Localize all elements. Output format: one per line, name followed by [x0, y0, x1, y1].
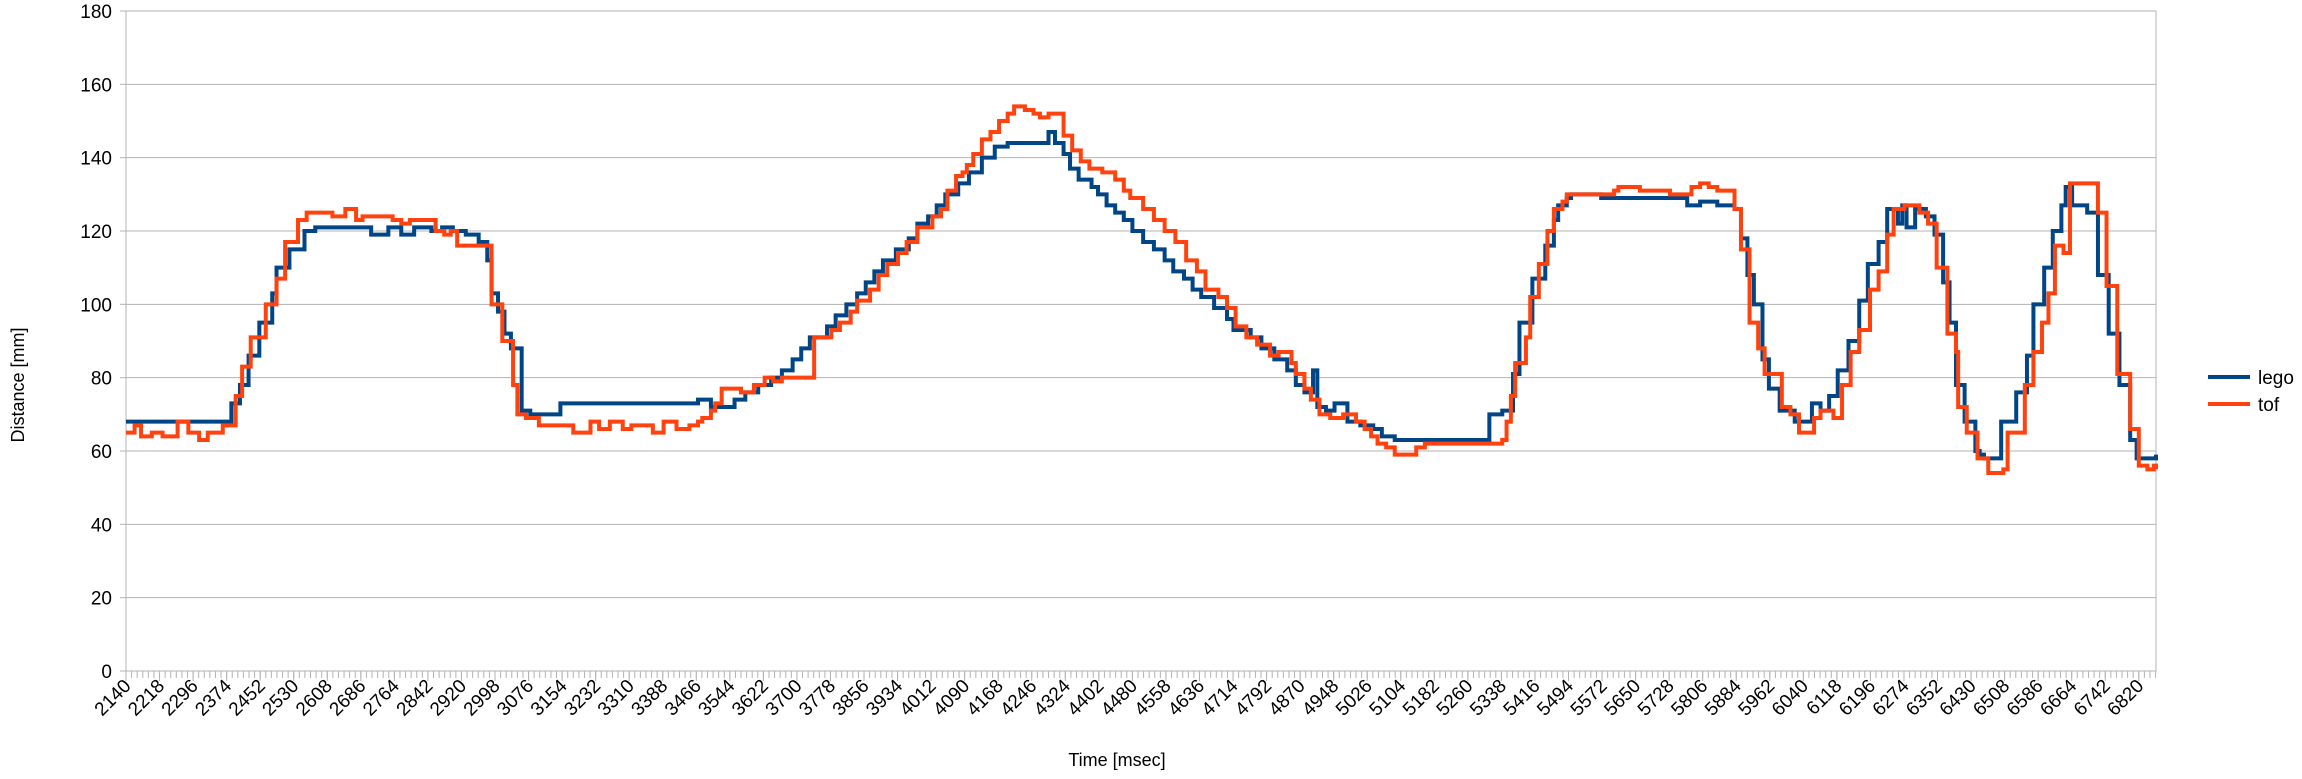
x-tick-label: 6742 — [2070, 676, 2115, 721]
series-line-lego — [126, 130, 2158, 461]
x-tick-label: 5494 — [1533, 675, 1578, 720]
x-tick-label: 3856 — [829, 676, 874, 721]
x-tick-label: 5806 — [1667, 676, 1712, 721]
x-tick-label: 6820 — [2104, 676, 2149, 721]
x-tick-label: 2608 — [292, 676, 337, 721]
x-tick-label: 4168 — [963, 676, 1008, 721]
legend-label-lego: lego — [2258, 368, 2294, 389]
x-tick-label: 3232 — [560, 676, 605, 721]
x-tick-label: 6586 — [2003, 676, 2048, 721]
x-tick-label: 3076 — [493, 676, 538, 721]
x-tick-label: 4792 — [1231, 676, 1276, 721]
x-tick-label: 4090 — [929, 676, 974, 721]
x-tick-label: 3934 — [862, 675, 907, 720]
y-tick-label: 40 — [91, 515, 112, 536]
legend-label-tof: tof — [2258, 395, 2280, 416]
x-tick-label: 5182 — [1399, 676, 1444, 721]
x-tick-label: 5650 — [1600, 676, 1645, 721]
x-tick-label: 4402 — [1064, 676, 1109, 721]
x-tick-label: 3622 — [728, 676, 773, 721]
x-tick-label: 5728 — [1634, 676, 1679, 721]
legend: lego tof — [2208, 368, 2294, 416]
y-tick-label: 80 — [91, 369, 112, 390]
x-tick-label: 2530 — [259, 676, 304, 721]
x-tick-label: 5962 — [1735, 676, 1780, 721]
x-tick-label: 4246 — [997, 676, 1042, 721]
x-tick-label: 3778 — [795, 676, 840, 721]
x-tick-label: 5572 — [1567, 676, 1612, 721]
x-tick-label: 3388 — [628, 676, 673, 721]
y-tick-label: 0 — [101, 662, 112, 683]
y-axis-ticks: 0 20 40 60 80 100 120 140 160 180 — [80, 2, 112, 683]
x-axis-title: Time [msec] — [1068, 750, 1165, 770]
x-tick-label: 3310 — [594, 676, 639, 721]
x-tick-label: 4480 — [1097, 676, 1142, 721]
x-tick-label: 5416 — [1500, 676, 1545, 721]
x-tick-label: 4558 — [1131, 676, 1176, 721]
x-tick-label: 2686 — [326, 676, 371, 721]
x-tick-label: 3700 — [762, 676, 807, 721]
x-tick-label: 6196 — [1835, 676, 1880, 721]
x-tick-label: 3466 — [661, 676, 706, 721]
x-tick-label: 4324 — [1030, 675, 1075, 720]
x-tick-label: 2920 — [426, 676, 471, 721]
x-tick-label: 2296 — [158, 676, 203, 721]
x-tick-label: 6508 — [1969, 676, 2014, 721]
x-tick-label: 5338 — [1466, 676, 1511, 721]
x-axis-ticks: 2140221822962374245225302608268627642842… — [91, 675, 2149, 720]
x-tick-label: 5026 — [1332, 676, 1377, 721]
x-tick-label: 4948 — [1298, 676, 1343, 721]
grid-lines — [120, 10, 2157, 681]
x-tick-label: 2764 — [359, 675, 404, 720]
series-line-tof — [126, 104, 2158, 475]
x-tick-label: 3544 — [695, 675, 740, 720]
y-tick-label: 160 — [80, 75, 112, 96]
x-tick-label: 4714 — [1198, 675, 1243, 720]
y-tick-label: 20 — [91, 589, 112, 610]
y-tick-label: 100 — [80, 295, 112, 316]
x-tick-label: 2374 — [191, 675, 236, 720]
x-tick-label: 6664 — [2036, 675, 2081, 720]
x-tick-label: 6118 — [1803, 676, 1847, 720]
y-tick-label: 120 — [80, 222, 112, 243]
y-tick-label: 180 — [80, 2, 112, 23]
x-tick-label: 6274 — [1869, 675, 1914, 720]
y-tick-label: 60 — [91, 442, 112, 463]
x-tick-label: 5884 — [1701, 675, 1746, 720]
x-tick-label: 3154 — [527, 675, 572, 720]
y-tick-label: 140 — [80, 149, 112, 170]
x-tick-label: 5104 — [1366, 675, 1411, 720]
plot-area — [125, 10, 2157, 672]
x-tick-label: 2998 — [460, 676, 505, 721]
series-lines — [126, 104, 2158, 475]
x-tick-label: 4636 — [1164, 676, 1209, 721]
y-axis-title: Distance [mm] — [8, 327, 28, 442]
x-tick-label: 2218 — [124, 676, 169, 721]
x-tick-label: 2140 — [91, 676, 136, 721]
x-tick-label: 4012 — [896, 676, 941, 721]
x-tick-label: 2842 — [393, 676, 438, 721]
x-tick-label: 6040 — [1768, 676, 1813, 721]
x-tick-label: 4870 — [1265, 676, 1310, 721]
x-tick-label: 5260 — [1433, 676, 1478, 721]
x-tick-label: 6430 — [1936, 676, 1981, 721]
x-tick-label: 6352 — [1902, 676, 1947, 721]
x-tick-label: 2452 — [225, 676, 270, 721]
